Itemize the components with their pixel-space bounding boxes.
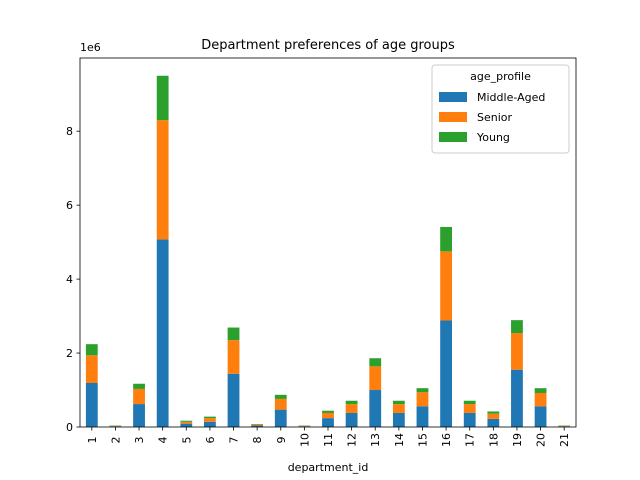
bar-young-dept-1 [85, 344, 98, 356]
x-axis-label: department_id [288, 461, 369, 474]
legend-title: age_profile [470, 70, 531, 83]
x-tick-label: 10 [298, 433, 311, 447]
bar-senior-dept-14 [392, 404, 405, 413]
x-tick-label: 7 [228, 437, 241, 444]
bar-middle-aged-dept-9 [274, 409, 287, 427]
x-tick-label: 8 [251, 437, 264, 444]
bar-senior-dept-16 [440, 251, 452, 321]
legend-swatch-senior [439, 112, 467, 122]
bar-young-dept-12 [345, 400, 358, 405]
bar-senior-dept-12 [345, 404, 358, 413]
x-tick-label: 6 [204, 437, 217, 444]
bar-middle-aged-dept-18 [487, 418, 500, 427]
y-tick-label: 8 [66, 125, 73, 138]
x-axis-ticks: 1 2 3 4 5 6 7 8 9 10 11 12 13 14 15 16 17 18 19 20 21 [86, 427, 571, 447]
bar-senior-dept-17 [463, 404, 476, 413]
bar-young-dept-20 [534, 388, 547, 393]
bar-senior-dept-6 [204, 418, 216, 422]
bar-middle-aged-dept-7 [227, 373, 240, 427]
legend-frame [431, 64, 570, 154]
bar-young-dept-16 [440, 226, 452, 252]
legend-label-young: Young [476, 131, 510, 144]
legend-label-senior: Senior [477, 111, 513, 124]
bar-middle-aged-dept-11 [322, 418, 334, 427]
bar-senior-dept-3 [133, 388, 145, 405]
y-tick-label: 0 [66, 421, 73, 434]
bar-senior-dept-5 [180, 421, 193, 424]
x-tick-label: 13 [369, 433, 382, 447]
x-tick-label: 9 [275, 437, 288, 444]
bars-group [85, 75, 571, 427]
bar-middle-aged-dept-3 [133, 404, 145, 427]
bar-young-dept-5 [180, 420, 193, 422]
bar-middle-aged-dept-5 [180, 423, 193, 427]
bar-middle-aged-dept-20 [534, 406, 547, 427]
legend-swatch-middle-aged [439, 92, 467, 102]
bar-middle-aged-dept-14 [392, 412, 405, 427]
bar-middle-aged-dept-13 [369, 390, 382, 427]
legend: age_profile Middle-Aged Senior Young [431, 64, 570, 154]
legend-label-middle-aged: Middle-Aged [477, 91, 545, 104]
bar-young-dept-15 [416, 388, 429, 393]
x-tick-label: 17 [464, 433, 477, 447]
bar-young-dept-19 [511, 320, 523, 334]
y-tick-label: 4 [66, 273, 73, 286]
x-tick-label: 15 [416, 433, 429, 447]
bar-young-dept-7 [227, 327, 240, 341]
bar-young-dept-3 [133, 383, 145, 389]
y-axis-offset-label: 1e6 [80, 41, 101, 54]
bar-senior-dept-19 [511, 333, 523, 370]
bar-middle-aged-dept-8 [251, 425, 264, 427]
bar-middle-aged-dept-6 [204, 421, 216, 427]
x-tick-label: 5 [180, 437, 193, 444]
bar-young-dept-9 [274, 394, 287, 399]
x-tick-label: 19 [511, 433, 524, 447]
x-tick-label: 14 [393, 433, 406, 447]
y-tick-label: 2 [66, 347, 73, 360]
x-tick-label: 12 [346, 433, 359, 447]
bar-middle-aged-dept-12 [345, 412, 358, 427]
bar-middle-aged-dept-19 [511, 369, 523, 427]
x-tick-label: 16 [440, 433, 453, 447]
bar-young-dept-6 [204, 416, 216, 419]
bar-senior-dept-8 [251, 424, 264, 426]
bar-middle-aged-dept-4 [156, 239, 169, 427]
bar-senior-dept-15 [416, 392, 429, 407]
bar-senior-dept-1 [85, 355, 98, 384]
bar-young-dept-17 [463, 400, 476, 405]
x-tick-label: 18 [487, 433, 500, 447]
x-tick-label: 2 [109, 437, 122, 444]
bar-middle-aged-dept-15 [416, 406, 429, 427]
x-tick-label: 21 [558, 433, 571, 447]
bar-senior-dept-20 [534, 392, 547, 407]
chart-title: Department preferences of age groups [201, 38, 455, 53]
y-tick-label: 6 [66, 199, 73, 212]
bar-senior-dept-13 [369, 366, 382, 391]
bar-young-dept-18 [487, 411, 500, 414]
bar-middle-aged-dept-1 [85, 383, 98, 427]
legend-swatch-young [439, 132, 467, 142]
x-tick-label: 4 [157, 437, 170, 444]
bar-senior-dept-18 [487, 413, 500, 419]
bar-middle-aged-dept-16 [440, 320, 452, 427]
bar-senior-dept-4 [156, 120, 169, 240]
bar-senior-dept-11 [322, 412, 334, 419]
x-tick-label: 20 [535, 433, 548, 447]
bar-senior-dept-9 [274, 398, 287, 410]
x-tick-label: 1 [86, 437, 99, 444]
bar-middle-aged-dept-17 [463, 412, 476, 427]
bar-young-dept-4 [156, 75, 169, 121]
bar-young-dept-14 [392, 400, 405, 405]
x-tick-label: 11 [322, 433, 335, 447]
bar-young-dept-11 [322, 410, 334, 413]
bar-young-dept-13 [369, 358, 382, 367]
y-axis-ticks: 0 2 4 6 8 [66, 125, 80, 434]
x-tick-label: 3 [133, 437, 146, 444]
bar-senior-dept-7 [227, 340, 240, 374]
